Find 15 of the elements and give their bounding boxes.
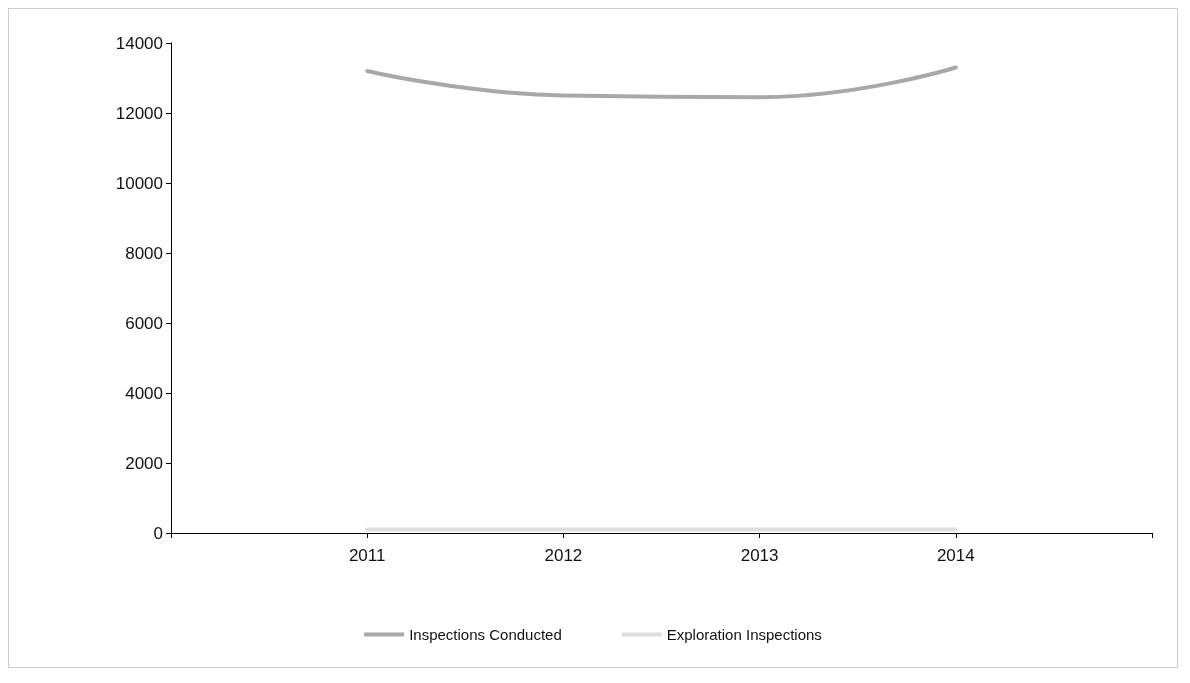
y-tick-label: 2000 bbox=[125, 453, 163, 473]
y-tick-label: 0 bbox=[153, 523, 163, 543]
y-tick-label: 10000 bbox=[115, 173, 163, 193]
y-tick-label: 8000 bbox=[125, 243, 163, 263]
x-tick-label: 2013 bbox=[740, 546, 779, 565]
y-tick-label: 14000 bbox=[115, 33, 163, 53]
y-tick-label: 4000 bbox=[125, 383, 163, 403]
legend-label: Exploration Inspections bbox=[666, 626, 822, 643]
y-tick-label: 12000 bbox=[115, 103, 163, 123]
legend-label: Inspections Conducted bbox=[409, 626, 562, 643]
line-series bbox=[365, 65, 958, 100]
y-tick-label: 6000 bbox=[125, 313, 163, 333]
x-tick-label: 2014 bbox=[936, 546, 975, 565]
x-tick-label: 2012 bbox=[544, 546, 583, 565]
x-tick-label: 2011 bbox=[348, 546, 386, 565]
